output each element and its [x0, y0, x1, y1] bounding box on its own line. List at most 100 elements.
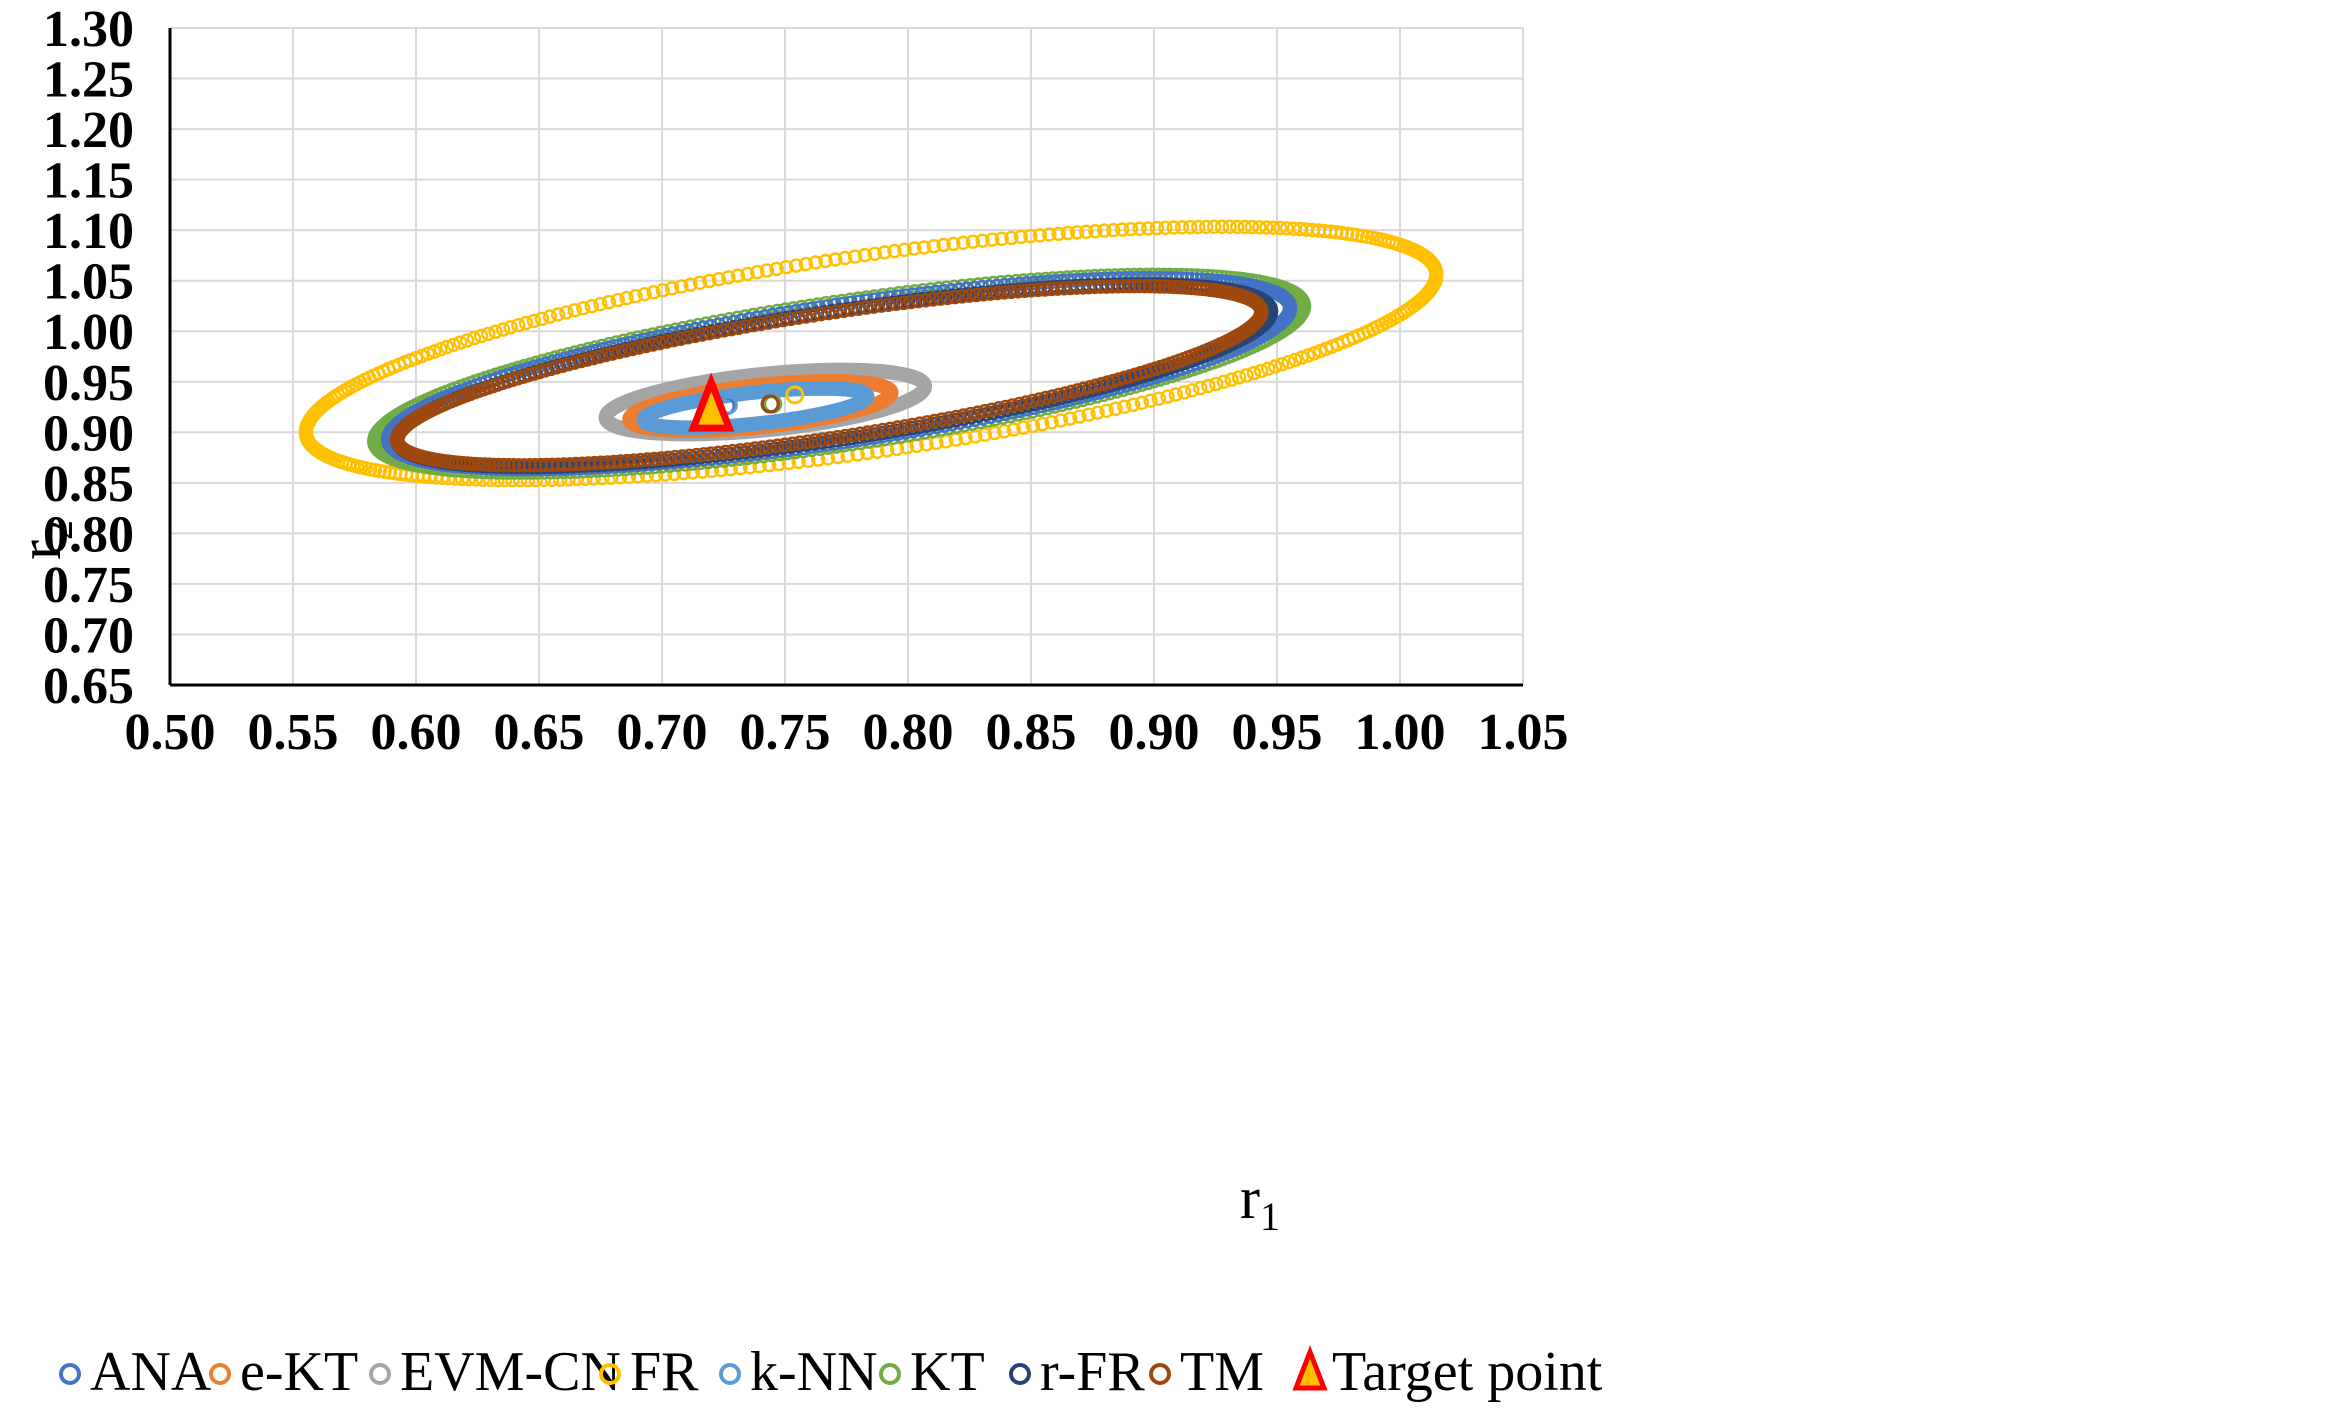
contour-point — [1193, 381, 1208, 396]
contour-point — [897, 419, 913, 434]
contour-point — [1010, 284, 1026, 299]
contour-point — [1281, 354, 1296, 370]
contour-point — [1279, 293, 1295, 308]
contour-point — [907, 241, 922, 256]
contour-point — [1053, 413, 1069, 428]
legend-marker — [369, 1363, 391, 1385]
contour-point — [881, 297, 896, 312]
contour-point — [687, 328, 703, 344]
x-axis-title-sub: 1 — [1260, 1194, 1280, 1239]
contour-point — [666, 333, 681, 348]
contour-point — [703, 446, 719, 461]
contour-point — [495, 322, 511, 337]
contour-point — [683, 277, 698, 292]
contour-point — [783, 311, 798, 327]
y-tick-label-11: 1.20 — [43, 102, 134, 159]
contour-point — [645, 337, 660, 352]
contour-point — [593, 297, 608, 312]
contour-point — [883, 421, 898, 436]
target-point-marker — [688, 372, 735, 432]
contour-point — [655, 283, 670, 298]
contour-point — [1287, 352, 1303, 368]
contour-point — [956, 235, 971, 251]
contour-point — [1171, 279, 1186, 295]
contour-point — [631, 340, 647, 355]
contour-point — [927, 413, 942, 429]
contour-point — [740, 442, 755, 457]
contour-point — [934, 412, 950, 427]
legend-item-evm-cn: EVM-CN — [369, 1341, 621, 1403]
contour-point — [640, 452, 655, 467]
contour-point — [918, 293, 933, 308]
contour-point — [933, 291, 948, 306]
y-tick-label-5: 0.90 — [43, 405, 134, 462]
contour-point — [1023, 228, 1038, 244]
contour-point — [1024, 283, 1039, 298]
contour-point — [1201, 378, 1216, 394]
contour-point — [897, 242, 912, 258]
legend-marker — [209, 1363, 231, 1385]
contour-point — [723, 461, 738, 477]
contour-point — [985, 232, 1000, 247]
contour-point — [860, 425, 875, 440]
legend-item-tm: TM — [1149, 1341, 1264, 1403]
contour-point — [815, 432, 830, 447]
legend-label: r-FR — [1040, 1341, 1145, 1403]
contour-point — [770, 438, 785, 453]
y-tick-label-4: 0.85 — [43, 456, 134, 513]
contour-point — [618, 343, 633, 358]
contour-point — [427, 344, 442, 359]
contour-point — [501, 458, 516, 473]
legend-item-ana: ANA — [59, 1341, 212, 1403]
contour-point — [674, 279, 689, 294]
contour-point — [836, 303, 851, 319]
contour-point — [847, 249, 863, 264]
contour-point — [1149, 220, 1165, 236]
contour-point — [1025, 393, 1041, 409]
contour-point — [511, 458, 527, 473]
contour-point — [887, 243, 902, 259]
contour-point — [947, 289, 963, 305]
contour-point — [853, 426, 868, 441]
contour-point — [905, 417, 920, 433]
contour-point — [830, 430, 845, 445]
contour-point — [1099, 403, 1114, 418]
contour-point — [1244, 219, 1260, 235]
contour-point — [746, 317, 761, 333]
contour-point — [1042, 227, 1057, 242]
contour-point — [1237, 219, 1252, 235]
contour-point — [1037, 282, 1052, 297]
contour-point — [1038, 390, 1054, 406]
contour-point — [970, 405, 985, 420]
contour-point — [761, 315, 776, 330]
contour-point — [1013, 229, 1029, 245]
contour-point — [1158, 220, 1173, 236]
contour-point — [806, 308, 821, 323]
contour-point — [1166, 220, 1181, 235]
contour-point — [798, 256, 814, 272]
contour-point — [1300, 348, 1316, 363]
contour-point — [692, 275, 708, 290]
contour-point — [647, 451, 662, 467]
contour-point — [776, 312, 791, 328]
contour-point — [680, 330, 695, 345]
contour-point — [1134, 395, 1150, 410]
contour-point — [1143, 393, 1158, 408]
y-axis-title-main: r — [7, 540, 73, 560]
plot-area — [168, 28, 1523, 687]
contour-point — [682, 448, 697, 463]
x-tick-label-6: 0.80 — [863, 704, 954, 761]
contour-point — [1424, 255, 1439, 270]
contour-point — [1035, 416, 1050, 432]
contour-point — [1185, 383, 1200, 398]
y-tick-label-9: 1.10 — [43, 203, 134, 260]
contour-point — [637, 287, 652, 302]
legend-marker — [59, 1363, 81, 1385]
x-tick-label-2: 0.60 — [371, 704, 462, 761]
contour-point — [890, 420, 905, 435]
x-axis-title: r1 — [1240, 1165, 1280, 1239]
contour-point — [721, 270, 736, 285]
contour-point — [486, 457, 502, 473]
x-tick-label-3: 0.65 — [494, 704, 585, 761]
contour-point — [1160, 389, 1175, 404]
